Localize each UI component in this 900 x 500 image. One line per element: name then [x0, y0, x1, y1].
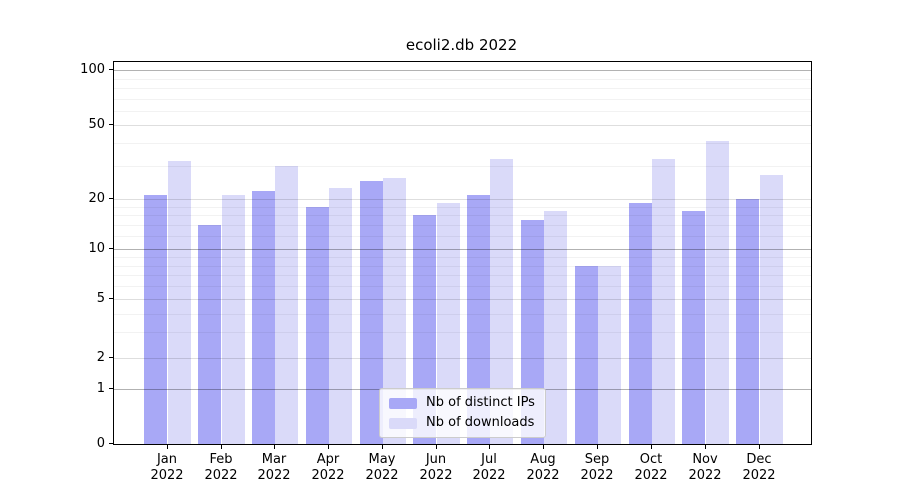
y-tick-mark: [109, 443, 113, 444]
y-tick-label: 1: [96, 381, 105, 396]
x-tick-label: Nov 2022: [688, 452, 722, 483]
bar-apr-distinct-ips: [306, 207, 329, 444]
bar-nov-downloads: [706, 141, 729, 444]
legend-row-downloads: Nb of downloads: [389, 416, 535, 430]
x-tick-mark: [759, 445, 760, 449]
y-tick-label: 5: [96, 291, 105, 306]
bar-jun-distinct-ips: [413, 215, 436, 444]
x-tick-label: Jun 2022: [419, 452, 453, 483]
bar-may-distinct-ips: [360, 181, 383, 444]
x-tick-label: Dec 2022: [742, 452, 776, 483]
y-tick-mark: [109, 69, 113, 70]
x-tick-mark: [651, 445, 652, 449]
x-tick-mark: [221, 445, 222, 449]
x-tick-mark: [597, 445, 598, 449]
y-tick-mark: [109, 248, 113, 249]
y-tick-mark: [109, 388, 113, 389]
bar-feb-distinct-ips: [198, 225, 221, 444]
y-tick-label: 10: [88, 241, 105, 256]
x-tick-label: Jul 2022: [472, 452, 506, 483]
bar-aug-downloads: [544, 211, 567, 444]
bar-dec-distinct-ips: [736, 199, 759, 444]
legend-swatch-distinct-ips: [389, 397, 417, 409]
legend: Nb of distinct IPs Nb of downloads: [379, 388, 546, 438]
y-tick-mark: [109, 124, 113, 125]
x-tick-label: Sep 2022: [580, 452, 614, 483]
bar-apr-downloads: [329, 188, 352, 444]
chart-title: ecoli2.db 2022: [405, 36, 518, 54]
y-tick-label: 100: [80, 62, 105, 77]
x-tick-label: Oct 2022: [634, 452, 668, 483]
x-tick-mark: [543, 445, 544, 449]
legend-label-downloads: Nb of downloads: [426, 415, 535, 430]
y-tick-label: 2: [96, 350, 105, 365]
bar-sep-downloads: [598, 266, 621, 444]
bar-jun-downloads: [437, 203, 460, 444]
x-tick-label: Mar 2022: [257, 452, 291, 483]
legend-row-distinct-ips: Nb of distinct IPs: [389, 396, 535, 410]
legend-label-distinct-ips: Nb of distinct IPs: [426, 395, 535, 410]
x-tick-label: Apr 2022: [311, 452, 345, 483]
y-tick-mark: [109, 298, 113, 299]
bar-layer: [114, 62, 811, 444]
y-tick-mark: [109, 198, 113, 199]
y-tick-label: 0: [96, 436, 105, 451]
bar-mar-distinct-ips: [252, 191, 275, 444]
x-tick-mark: [436, 445, 437, 449]
plot-area: Nb of distinct IPs Nb of downloads: [113, 61, 812, 445]
bar-oct-downloads: [652, 159, 675, 444]
bar-jan-distinct-ips: [144, 195, 167, 444]
x-tick-mark: [328, 445, 329, 449]
bar-nov-distinct-ips: [682, 211, 705, 444]
y-tick-label: 20: [88, 191, 105, 206]
bar-jan-downloads: [168, 161, 191, 444]
bar-may-downloads: [383, 178, 406, 444]
x-tick-label: Feb 2022: [204, 452, 238, 483]
bar-sep-distinct-ips: [575, 266, 598, 444]
bar-jul-distinct-ips: [467, 195, 490, 444]
x-tick-label: Jan 2022: [150, 452, 184, 483]
x-tick-label: May 2022: [365, 452, 399, 483]
y-tick-label: 50: [88, 117, 105, 132]
bar-feb-downloads: [222, 195, 245, 444]
bar-mar-downloads: [275, 166, 298, 444]
x-tick-mark: [705, 445, 706, 449]
x-tick-mark: [167, 445, 168, 449]
x-tick-mark: [382, 445, 383, 449]
bar-dec-downloads: [760, 175, 783, 444]
x-tick-mark: [489, 445, 490, 449]
x-tick-label: Aug 2022: [526, 452, 560, 483]
bar-jul-downloads: [490, 159, 513, 444]
bar-oct-distinct-ips: [629, 203, 652, 444]
y-tick-mark: [109, 357, 113, 358]
legend-swatch-downloads: [389, 417, 417, 429]
x-tick-mark: [274, 445, 275, 449]
